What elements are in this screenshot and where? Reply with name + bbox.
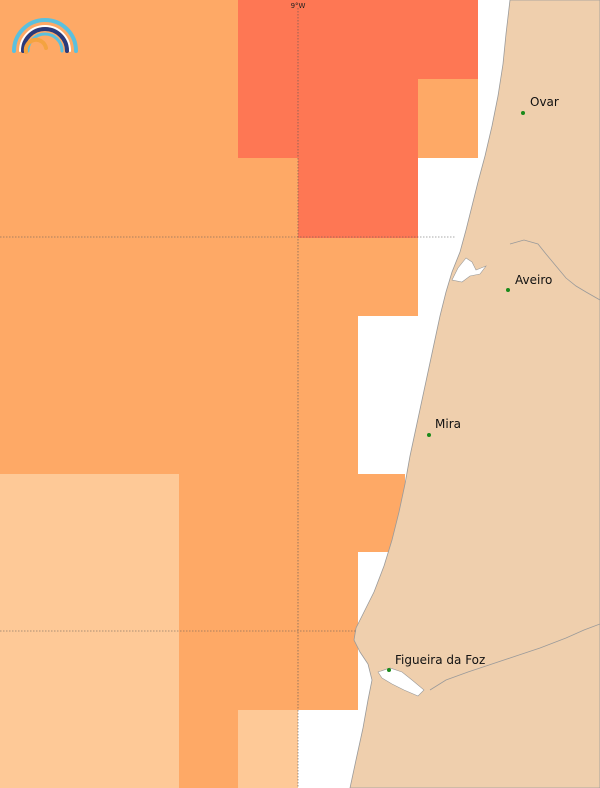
city-label-figueira-da-foz: Figueira da Foz [395, 653, 485, 667]
data-grid [0, 0, 478, 788]
coastline-land [349, 0, 600, 788]
city-mira[interactable]: Mira [427, 417, 461, 437]
city-label-ovar: Ovar [530, 95, 559, 109]
rainbow-arcs-logo-icon [12, 18, 78, 54]
city-dot [387, 668, 391, 672]
river-vouga [509, 239, 600, 301]
aveiro-lagoon [451, 257, 487, 283]
graticule [0, 8, 456, 788]
city-dot [521, 111, 525, 115]
city-label-mira: Mira [435, 417, 461, 431]
city-aveiro[interactable]: Aveiro [506, 273, 552, 292]
city-markers: Ovar Aveiro Mira Figueira da Foz [387, 95, 559, 672]
land-area [349, 0, 600, 788]
river-mondego [429, 623, 600, 691]
grid-cell-low-south [238, 710, 298, 788]
city-ovar[interactable]: Ovar [521, 95, 559, 115]
mondego-estuary [377, 667, 425, 697]
grid-cell-mid-ovar [418, 79, 478, 158]
city-dot [506, 288, 510, 292]
city-figueira-da-foz[interactable]: Figueira da Foz [387, 653, 485, 672]
city-label-aveiro: Aveiro [515, 273, 552, 287]
grid-cells-low-west [0, 474, 179, 788]
city-dot [427, 433, 431, 437]
gridline-label-9w: 9°W [291, 2, 306, 10]
